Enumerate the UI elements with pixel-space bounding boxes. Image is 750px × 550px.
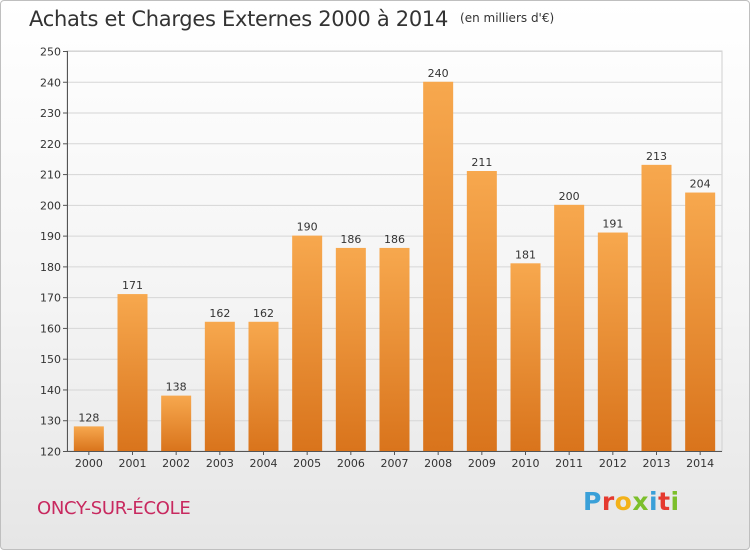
- bar-2005: [292, 235, 323, 451]
- value-label-2003: 162: [209, 307, 230, 320]
- axes: [63, 51, 722, 455]
- y-tick-label: 160: [40, 322, 61, 335]
- labels: 120 130 140 150 160 170 180 190 200 210 220 230 240 2…: [40, 46, 714, 471]
- x-tick-label-2010: 2010: [512, 457, 540, 470]
- bar-2012: [597, 232, 628, 451]
- y-tick-label: 140: [40, 384, 61, 397]
- chart-title-block: Achats et Charges Externes 2000 à 2014 (e…: [29, 7, 554, 31]
- value-label-2010: 181: [515, 248, 536, 261]
- x-tick-label-2002: 2002: [162, 457, 190, 470]
- logo-letter: t: [658, 487, 671, 516]
- value-label-2012: 191: [602, 218, 623, 231]
- value-label-2014: 204: [690, 178, 711, 191]
- x-tick-label-2006: 2006: [337, 457, 365, 470]
- bar-2009: [466, 171, 497, 451]
- x-tick-label-2009: 2009: [468, 457, 496, 470]
- y-tick-label: 250: [40, 46, 61, 59]
- bar-2001: [117, 294, 148, 451]
- x-tick-label-2011: 2011: [555, 457, 583, 470]
- x-tick-label-2014: 2014: [686, 457, 714, 470]
- bar-2004: [248, 321, 279, 451]
- logo-letter: r: [601, 487, 615, 516]
- bar-2013: [641, 164, 672, 451]
- y-tick-label: 180: [40, 261, 61, 274]
- bar-2000: [73, 426, 104, 451]
- value-label-2005: 190: [297, 221, 318, 234]
- x-tick-label-2000: 2000: [75, 457, 103, 470]
- y-tick-label: 130: [40, 415, 61, 428]
- bar-2008: [423, 81, 454, 452]
- proxiti-logo[interactable]: Proxiti: [583, 487, 680, 516]
- value-label-2008: 240: [428, 67, 449, 80]
- x-tick-label-2004: 2004: [250, 457, 278, 470]
- y-tick-label: 220: [40, 138, 61, 151]
- y-tick-label: 190: [40, 230, 61, 243]
- value-label-2002: 138: [166, 381, 187, 394]
- bar-2014: [685, 192, 716, 452]
- chart-unit-note: (en milliers d'€): [460, 11, 555, 25]
- value-label-2004: 162: [253, 307, 274, 320]
- y-tick-label: 210: [40, 169, 61, 182]
- x-tick-label-2001: 2001: [119, 457, 147, 470]
- x-tick-label-2003: 2003: [206, 457, 234, 470]
- x-tick-label-2005: 2005: [293, 457, 321, 470]
- y-tick-label: 230: [40, 107, 61, 120]
- logo-letter: i: [670, 487, 680, 516]
- bar-2010: [510, 263, 541, 451]
- value-label-2000: 128: [78, 411, 99, 424]
- logo-letter: P: [583, 487, 602, 516]
- bar-2002: [161, 395, 192, 451]
- y-tick-label: 200: [40, 199, 61, 212]
- bar-2011: [554, 204, 585, 451]
- logo-letter: x: [632, 487, 649, 516]
- value-label-2001: 171: [122, 279, 143, 292]
- value-label-2007: 186: [384, 233, 405, 246]
- value-label-2013: 213: [646, 150, 667, 163]
- x-tick-label-2008: 2008: [424, 457, 452, 470]
- value-label-2009: 211: [471, 156, 492, 169]
- value-label-2006: 186: [340, 233, 361, 246]
- y-tick-label: 170: [40, 292, 61, 305]
- y-tick-label: 150: [40, 353, 61, 366]
- chart-title: Achats et Charges Externes 2000 à 2014: [29, 7, 449, 31]
- bar-2006: [335, 247, 366, 451]
- bars: [73, 81, 716, 452]
- value-label-2011: 200: [559, 190, 580, 203]
- x-tick-label-2007: 2007: [381, 457, 409, 470]
- logo-letter: o: [614, 487, 633, 516]
- x-tick-label-2012: 2012: [599, 457, 627, 470]
- bar-2007: [379, 247, 410, 451]
- bar-2003: [204, 321, 235, 451]
- x-tick-label-2013: 2013: [643, 457, 671, 470]
- place-name: ONCY-SUR-ÉCOLE: [37, 498, 191, 519]
- y-tick-label: 240: [40, 76, 61, 89]
- y-tick-label: 120: [40, 446, 61, 459]
- logo-letter: i: [649, 487, 659, 516]
